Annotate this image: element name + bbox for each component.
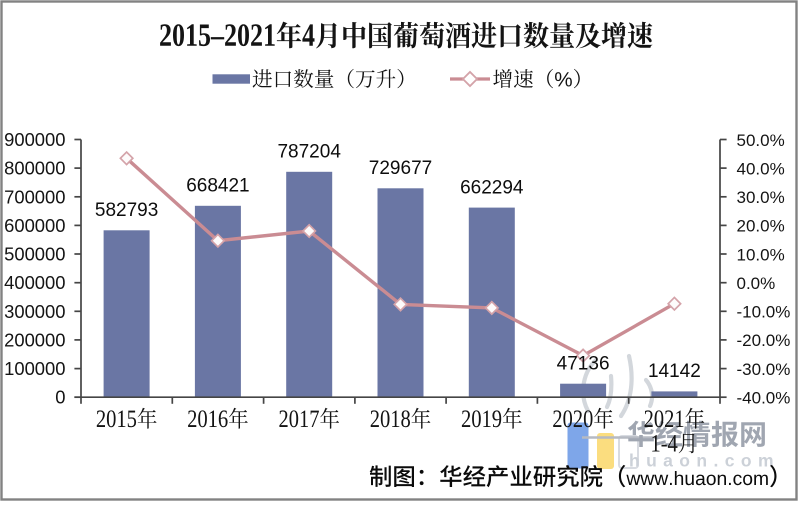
svg-text:14142: 14142 xyxy=(648,361,701,382)
svg-text:47136: 47136 xyxy=(557,354,610,375)
svg-text:-20.0%: -20.0% xyxy=(737,331,791,350)
svg-text:40.0%: 40.0% xyxy=(737,159,785,178)
svg-text:300000: 300000 xyxy=(4,301,65,322)
svg-text:662294: 662294 xyxy=(460,177,524,198)
svg-text:800000: 800000 xyxy=(4,158,65,179)
svg-text:20.0%: 20.0% xyxy=(737,217,785,236)
svg-text:700000: 700000 xyxy=(4,186,65,207)
svg-text:huaon.com: huaon.com xyxy=(629,451,780,471)
svg-text:582793: 582793 xyxy=(95,200,158,221)
svg-text:30.0%: 30.0% xyxy=(737,188,785,207)
svg-text:400000: 400000 xyxy=(4,272,65,293)
svg-text:729677: 729677 xyxy=(369,158,432,179)
svg-text:600000: 600000 xyxy=(4,215,65,236)
svg-text:500000: 500000 xyxy=(4,244,65,265)
svg-text:900000: 900000 xyxy=(4,129,65,150)
svg-text:-30.0%: -30.0% xyxy=(737,360,791,379)
svg-text:200000: 200000 xyxy=(4,329,65,350)
svg-text:0: 0 xyxy=(55,387,65,408)
svg-text:100000: 100000 xyxy=(4,358,65,379)
svg-text:0.0%: 0.0% xyxy=(737,274,776,293)
svg-text:787204: 787204 xyxy=(277,142,341,163)
svg-text:-40.0%: -40.0% xyxy=(737,389,791,408)
svg-text:10.0%: 10.0% xyxy=(737,245,785,264)
svg-text:-10.0%: -10.0% xyxy=(737,303,791,322)
svg-text:668421: 668421 xyxy=(186,176,249,197)
svg-text:50.0%: 50.0% xyxy=(737,131,785,150)
